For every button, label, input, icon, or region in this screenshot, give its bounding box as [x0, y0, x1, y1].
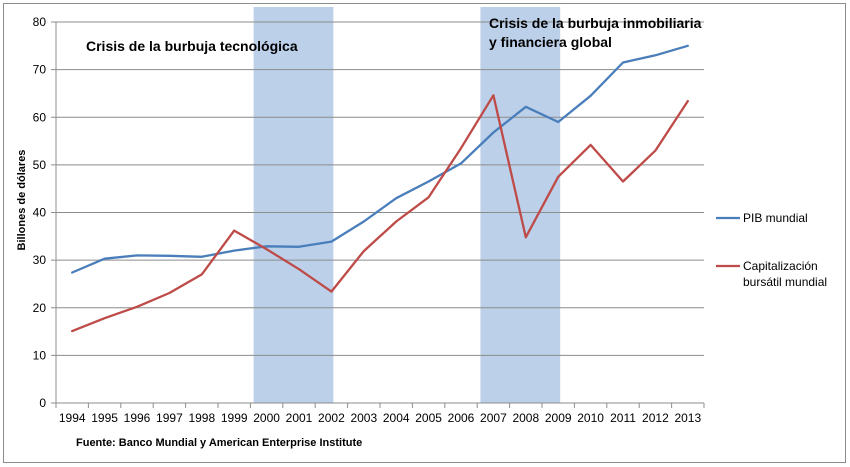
series-line: [71, 44, 689, 274]
x-tick-label: 2007: [480, 411, 507, 425]
y-tick-label: 10: [33, 348, 47, 362]
annotation-line: Crisis de la burbuja inmobiliaria: [489, 15, 702, 31]
x-tick-label: 2012: [642, 411, 669, 425]
x-tick-label: 2005: [415, 411, 442, 425]
y-tick-label: 50: [33, 158, 47, 172]
legend-label: PIB mundial: [743, 211, 808, 225]
x-tick-label: 1997: [156, 411, 183, 425]
x-tick-label: 1995: [91, 411, 118, 425]
x-tick-label: 1994: [59, 411, 86, 425]
legend-label-line: PIB mundial: [743, 211, 808, 225]
x-tick-label: 1999: [221, 411, 248, 425]
y-axis-label: Billones de dólares: [16, 150, 28, 251]
x-tick-label: 2009: [545, 411, 572, 425]
y-tick-label: 40: [33, 206, 47, 220]
shaded-period: [253, 7, 334, 403]
x-tick-label: 2008: [512, 411, 539, 425]
annotation-line: y financiera global: [489, 34, 612, 50]
x-tick-label: 2001: [286, 411, 313, 425]
chart-frame: [3, 3, 846, 463]
y-tick-label: 80: [33, 15, 47, 29]
y-tick-label: 30: [33, 253, 47, 267]
annotation-line: Crisis de la burbuja tecnológica: [86, 38, 298, 54]
x-tick-label: 1996: [124, 411, 151, 425]
y-tick-label: 0: [39, 396, 46, 410]
x-tick-label: 2010: [577, 411, 604, 425]
series-line: [71, 94, 689, 333]
x-tick-label: 2000: [253, 411, 280, 425]
x-tick-label: 2006: [448, 411, 475, 425]
x-tick-label: 2011: [610, 411, 636, 425]
x-tick-label: 2013: [674, 411, 701, 425]
y-tick-label: 20: [33, 301, 47, 315]
legend-label-line: Capitalización: [743, 259, 818, 273]
y-tick-label: 70: [33, 63, 47, 77]
x-tick-label: 2003: [350, 411, 377, 425]
source-note: Fuente: Banco Mundial y American Enterpr…: [76, 437, 362, 449]
x-tick-label: 2002: [318, 411, 345, 425]
y-tick-label: 60: [33, 110, 47, 124]
shaded-period: [480, 7, 561, 403]
legend-label-line: bursátil mundial: [743, 275, 827, 289]
crisis-annotation: Crisis de la burbuja inmobiliaria y finan…: [489, 15, 702, 50]
x-tick-label: 1998: [188, 411, 215, 425]
legend-label: Capitalización bursátil mundial: [743, 259, 827, 289]
x-tick-label: 2004: [383, 411, 410, 425]
crisis-annotation: Crisis de la burbuja tecnológica: [86, 38, 298, 54]
